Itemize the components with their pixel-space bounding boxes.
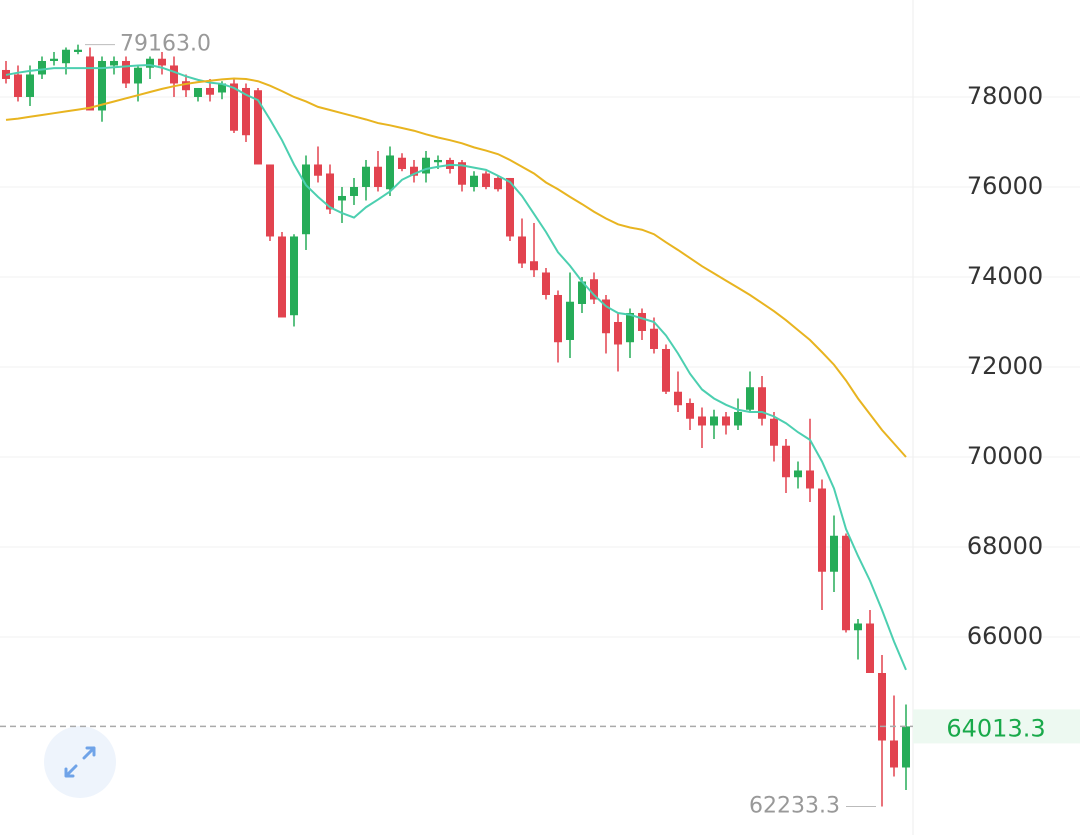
y-tick-label: 76000 — [967, 172, 1043, 200]
background-layer — [0, 96, 1080, 638]
candle-body — [638, 312, 646, 331]
candle-body — [698, 416, 706, 426]
y-tick-label: 72000 — [967, 352, 1043, 380]
high-marker-label: 79163.0 — [120, 32, 211, 57]
candle-body — [62, 49, 70, 64]
candle-body — [338, 195, 346, 201]
candle-body — [206, 87, 214, 95]
candle-body — [674, 391, 682, 406]
candle-body — [734, 411, 742, 426]
candle-body — [542, 272, 550, 295]
candle-body — [866, 623, 874, 673]
candle-body — [170, 65, 178, 84]
y-tick-label: 68000 — [967, 532, 1043, 560]
candle-body — [278, 236, 286, 318]
candle-body — [134, 67, 142, 84]
candle-body — [578, 281, 586, 304]
candle-body — [626, 312, 634, 343]
candle-body — [530, 261, 538, 271]
last-price-label: 64013.3 — [946, 714, 1045, 742]
candle-body — [458, 162, 466, 185]
candle-body — [590, 279, 598, 300]
candle-body — [218, 83, 226, 93]
candle-body — [86, 56, 94, 111]
candle-body — [362, 166, 370, 187]
candle-body — [374, 166, 382, 187]
candle-body — [842, 535, 850, 631]
candle-body — [470, 175, 478, 187]
candle-body — [50, 58, 58, 61]
candle-body — [422, 157, 430, 174]
candle-body — [722, 416, 730, 426]
candle-body — [902, 726, 910, 768]
candle-body — [686, 402, 694, 419]
candle-body — [758, 387, 766, 419]
candle-body — [518, 236, 526, 264]
expand-icon[interactable] — [64, 746, 96, 778]
candle-body — [242, 87, 250, 136]
last-price-box — [913, 709, 1080, 744]
candle-body — [398, 157, 406, 169]
candle-body — [158, 58, 166, 66]
candle-body — [794, 470, 802, 478]
moving-average-line — [5, 64, 907, 671]
candle-body — [14, 74, 22, 97]
candle-body — [410, 166, 418, 176]
y-tick-label: 78000 — [967, 82, 1043, 110]
candle-body — [782, 445, 790, 478]
expand-button[interactable] — [44, 726, 116, 798]
candle-body — [254, 90, 262, 165]
low-marker-label: 62233.3 — [749, 794, 840, 819]
candle-body — [38, 60, 46, 75]
candle-body — [302, 164, 310, 235]
candle-body — [434, 159, 442, 163]
candle-body — [554, 294, 562, 343]
candle-body — [182, 81, 190, 91]
candle-body — [266, 164, 274, 237]
candle-body — [314, 164, 322, 176]
candle-body — [122, 60, 130, 84]
candle-body — [146, 58, 154, 68]
y-tick-label: 70000 — [967, 442, 1043, 470]
candle-body — [386, 155, 394, 190]
candle-body — [110, 60, 118, 66]
candle-body — [878, 672, 886, 741]
candle-body — [662, 348, 670, 392]
moving-average-line — [5, 77, 907, 458]
candle-body — [74, 49, 82, 52]
expand-button-bg[interactable] — [44, 726, 116, 798]
y-tick-label: 66000 — [967, 622, 1043, 650]
candle-body — [482, 173, 490, 187]
candle-body — [830, 535, 838, 572]
candle-body — [194, 87, 202, 97]
candle-body — [770, 418, 778, 446]
candle-body — [566, 301, 574, 340]
candle-body — [326, 173, 334, 210]
candle-body — [506, 177, 514, 237]
candle-body — [710, 416, 718, 426]
candle-body — [890, 740, 898, 768]
candle-body — [230, 83, 238, 131]
candle-body — [614, 321, 622, 345]
candle-body — [746, 387, 754, 410]
y-tick-label: 74000 — [967, 262, 1043, 290]
candle-body — [650, 328, 658, 349]
candle-body — [602, 299, 610, 334]
candle-body — [350, 186, 358, 196]
candle-body — [290, 236, 298, 316]
candle-body — [26, 74, 34, 97]
candle-body — [854, 623, 862, 631]
candle-body — [494, 177, 502, 190]
candle-body — [98, 60, 106, 111]
candle-body — [818, 488, 826, 572]
candle-body — [806, 470, 814, 489]
